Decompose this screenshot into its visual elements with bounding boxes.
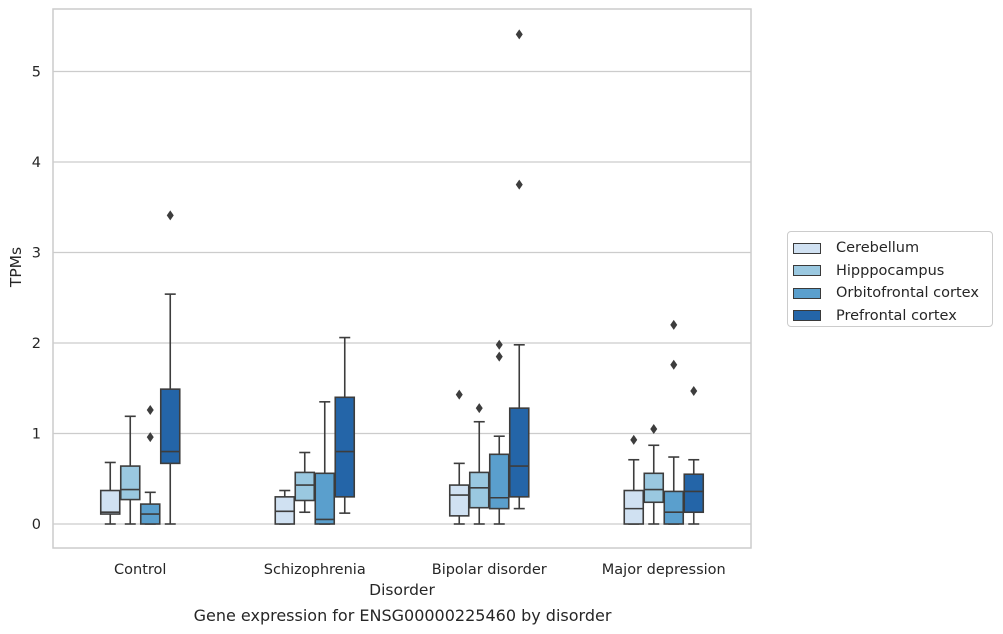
y-tick-label: 4: [32, 155, 41, 171]
box-iqr: [274, 496, 296, 525]
box-iqr: [119, 465, 141, 501]
legend: Cerebellum Hipppocampus Orbitofrontal cort…: [787, 231, 993, 327]
y-tick-label: 2: [32, 336, 41, 352]
outlier-point: [650, 423, 658, 434]
outlier-point: [455, 389, 463, 400]
box-iqr: [468, 471, 490, 509]
legend-swatch: [793, 265, 821, 277]
outlier-point: [146, 432, 154, 443]
x-tick-label: Schizophrenia: [264, 562, 366, 578]
outlier-point: [630, 434, 638, 445]
x-axis-label: Disorder: [369, 581, 435, 599]
plot-frame: [52, 8, 752, 549]
legend-label: Orbitofrontal cortex: [836, 285, 979, 302]
box-hipppocampus: [643, 423, 665, 525]
legend-swatch: [793, 310, 821, 322]
box-cerebellum: [623, 434, 645, 525]
outlier-point: [475, 403, 483, 414]
y-axis-label: TPMs: [7, 247, 25, 288]
legend-label: Hipppocampus: [836, 262, 945, 279]
outlier-point: [495, 339, 503, 350]
box-iqr: [663, 490, 685, 525]
box-cerebellum: [448, 389, 470, 525]
box-iqr: [683, 473, 705, 514]
legend-label: Cerebellum: [836, 240, 920, 257]
box-series: [99, 29, 705, 525]
x-tick-label: Control: [114, 562, 166, 578]
legend-swatch: [793, 287, 821, 299]
box-iqr: [334, 396, 356, 498]
box-prefrontal-cortex: [508, 29, 530, 510]
box-orbitofrontal-cortex: [139, 404, 161, 525]
outlier-point: [670, 319, 678, 330]
y-tick-label: 1: [32, 427, 41, 443]
box-hipppocampus: [468, 403, 490, 525]
legend-item: Orbitofrontal cortex: [793, 282, 992, 305]
box-hipppocampus: [119, 415, 141, 525]
box-orbitofrontal-cortex: [314, 401, 336, 525]
outlier-point: [146, 404, 154, 415]
box-prefrontal-cortex: [159, 210, 181, 525]
box-orbitofrontal-cortex: [488, 339, 510, 525]
box-orbitofrontal-cortex: [663, 319, 685, 525]
outlier-point: [515, 179, 523, 190]
box-prefrontal-cortex: [683, 385, 705, 525]
y-tick-label: 5: [32, 65, 41, 81]
outlier-point: [495, 351, 503, 362]
box-iqr: [99, 489, 121, 515]
box-cerebellum: [274, 489, 296, 525]
box-iqr: [314, 472, 336, 525]
legend-label: Prefrontal cortex: [836, 307, 957, 324]
y-tick-label: 0: [32, 517, 41, 533]
box-iqr: [488, 453, 510, 510]
x-tick-label: Major depression: [602, 562, 726, 578]
legend-swatch: [793, 242, 821, 254]
box-iqr: [508, 407, 530, 498]
box-iqr: [159, 388, 181, 465]
legend-item: Prefrontal cortex: [793, 305, 992, 328]
y-tick-labels: 0 1 2 3 4 5: [32, 65, 41, 534]
outlier-point: [690, 385, 698, 396]
x-tick-labels: Control Schizophrenia Bipolar disorder Majo…: [114, 562, 726, 578]
outlier-point: [515, 29, 523, 40]
outlier-point: [670, 359, 678, 370]
gridlines: [53, 70, 751, 525]
box-prefrontal-cortex: [334, 336, 356, 514]
box-cerebellum: [99, 461, 121, 525]
box-iqr: [294, 471, 316, 502]
legend-item: Cerebellum: [793, 237, 992, 260]
outlier-point: [166, 210, 174, 221]
legend-item: Hipppocampus: [793, 260, 992, 283]
x-tick-label: Bipolar disorder: [432, 562, 547, 578]
y-tick-label: 3: [32, 246, 41, 262]
box-hipppocampus: [294, 451, 316, 514]
box-iqr: [448, 484, 470, 517]
box-iqr: [643, 472, 665, 504]
box-iqr: [623, 489, 645, 525]
figure-caption: Gene expression for ENSG00000225460 by d…: [193, 606, 612, 625]
